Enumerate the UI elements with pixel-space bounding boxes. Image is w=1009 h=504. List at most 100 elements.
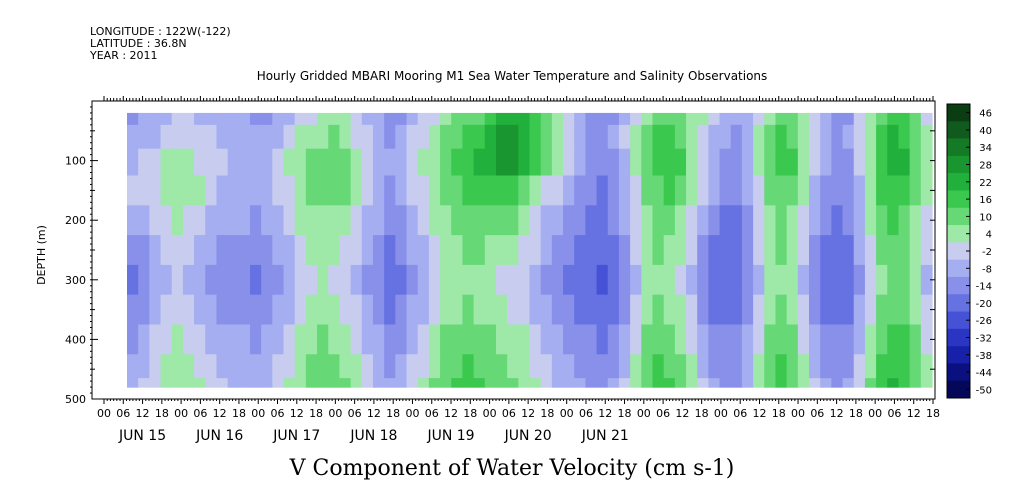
heatmap-cell [194, 324, 206, 355]
heatmap-cell [127, 294, 139, 326]
heatmap-cell [518, 148, 531, 177]
heatmap-cell [127, 175, 139, 206]
heatmap-cell [350, 124, 363, 150]
x-tick-label: 12 [367, 407, 381, 420]
heatmap-cell [540, 354, 553, 379]
heatmap-cell [305, 205, 318, 236]
heatmap-cell [797, 205, 810, 236]
heatmap-cell [652, 378, 665, 388]
heatmap-cell [786, 354, 799, 379]
heatmap-cell [674, 378, 687, 388]
heatmap-cell [820, 112, 832, 126]
heatmap-cell [674, 294, 687, 326]
heatmap-cell [216, 124, 229, 150]
heatmap-cell [238, 124, 251, 150]
heatmap-cell [160, 354, 173, 379]
heatmap-cell [820, 378, 832, 388]
heatmap-cell [160, 294, 173, 326]
heatmap-cell [574, 175, 586, 206]
heatmap-cell [361, 124, 374, 150]
heatmap-cell [127, 235, 139, 266]
heatmap-cell [529, 205, 542, 236]
heatmap-cell [563, 324, 575, 355]
x-tick-label: 18 [309, 407, 323, 420]
heatmap-cell [551, 324, 564, 355]
heatmap-cell [350, 205, 363, 236]
heatmap-cell [618, 294, 631, 326]
heatmap-cell [529, 264, 542, 296]
x-tick-label: 00 [97, 407, 111, 420]
heatmap-cell [462, 324, 475, 355]
y-tick-label: 400 [65, 333, 86, 346]
heatmap-cell [171, 148, 184, 177]
heatmap-cell [249, 205, 262, 236]
heatmap-cell [820, 264, 832, 296]
heatmap-cell [216, 148, 229, 177]
x-tick-label: 18 [386, 407, 400, 420]
colorbar-label: -8 [982, 264, 992, 275]
heatmap-cell [305, 378, 318, 388]
heatmap-cell [484, 354, 497, 379]
heatmap-cell [842, 264, 855, 296]
heatmap-cell [786, 112, 799, 126]
heatmap-cell [406, 324, 419, 355]
heatmap-cell [473, 148, 486, 177]
heatmap-cell [328, 205, 341, 236]
heatmap-cell [674, 175, 687, 206]
heatmap-cell [205, 124, 218, 150]
heatmap-cell [317, 205, 329, 236]
heatmap-cell [753, 205, 765, 236]
heatmap-cell [551, 112, 564, 126]
heatmap-cell [686, 205, 698, 236]
x-tick-label: 18 [463, 407, 477, 420]
heatmap-cell [719, 148, 732, 177]
heatmap-cell [607, 354, 620, 379]
heatmap-cell [585, 378, 598, 388]
heatmap-cell [708, 378, 721, 388]
x-tick-label: 12 [598, 407, 612, 420]
heatmap-cell [227, 112, 240, 126]
colorbar-swatch [947, 259, 970, 278]
heatmap-cell [484, 264, 497, 296]
heatmap-cell [686, 235, 698, 266]
heatmap-cell [864, 148, 877, 177]
heatmap-cell [249, 264, 262, 296]
heatmap-cell [574, 205, 586, 236]
heatmap-cell [596, 264, 609, 296]
heatmap-cell [596, 148, 609, 177]
heatmap-cell [663, 294, 676, 326]
heatmap-cell [406, 264, 419, 296]
heatmap-cell [328, 124, 341, 150]
heatmap-cell [171, 324, 184, 355]
heatmap-cell [853, 112, 866, 126]
heatmap-cell [417, 294, 430, 326]
heatmap-cell [618, 378, 631, 388]
colorbar-label: -44 [976, 368, 992, 379]
heatmap-cell [775, 235, 788, 266]
heatmap-cell [406, 354, 419, 379]
heatmap-cell [585, 235, 598, 266]
heatmap-cell [741, 235, 754, 266]
heatmap-cell [473, 175, 486, 206]
colorbar-swatch [947, 225, 970, 243]
heatmap-cell [652, 354, 665, 379]
heatmap-cell [697, 205, 709, 236]
heatmap-cell [898, 294, 911, 326]
heatmap [127, 112, 933, 388]
heatmap-cell [686, 294, 698, 326]
heatmap-cell [831, 324, 844, 355]
x-tick-label: 00 [791, 407, 805, 420]
heatmap-cell [551, 264, 564, 296]
heatmap-cell [182, 235, 195, 266]
heatmap-cell [305, 235, 318, 266]
heatmap-cell [305, 264, 318, 296]
heatmap-cell [518, 205, 531, 236]
heatmap-cell [406, 124, 419, 150]
heatmap-cell [205, 378, 218, 388]
heatmap-cell [507, 354, 519, 379]
heatmap-cell [674, 264, 687, 296]
heatmap-cell [753, 378, 765, 388]
heatmap-cell [741, 112, 754, 126]
heatmap-cell [764, 112, 777, 126]
heatmap-cell [238, 235, 251, 266]
